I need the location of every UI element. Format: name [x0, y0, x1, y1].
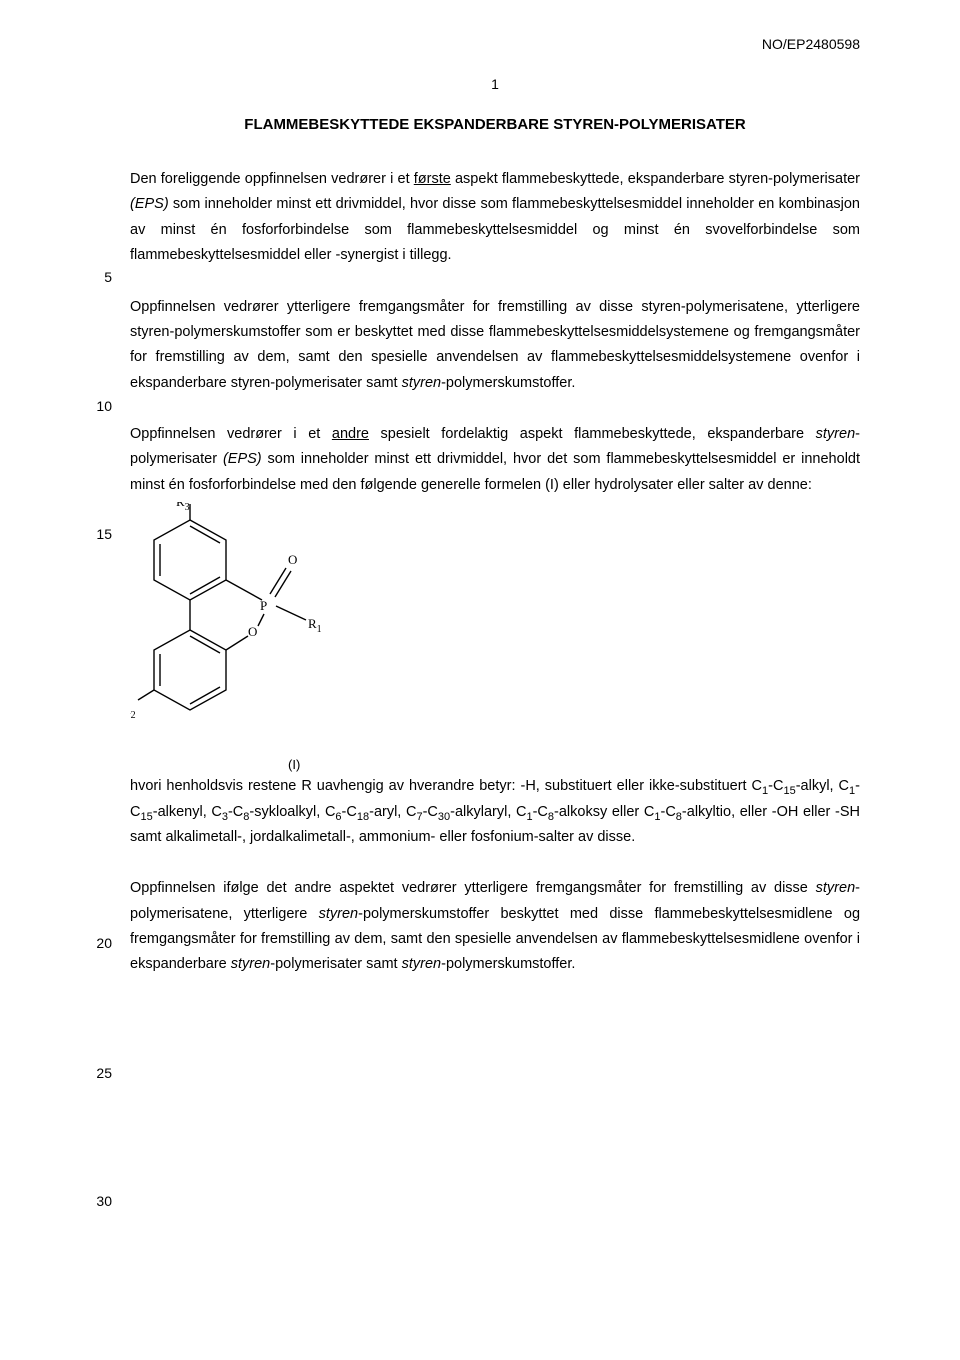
italic-text: (EPS): [223, 451, 262, 467]
underlined-text: andre: [332, 426, 369, 442]
line-number-15: 15: [96, 526, 112, 542]
underlined-text: første: [414, 171, 451, 187]
line-number-30: 30: [96, 1193, 112, 1209]
text-run: -alkyl, C: [796, 778, 849, 794]
formula-label-o-double: O: [288, 552, 297, 567]
text-run: -polymerisater samt: [270, 956, 401, 972]
page-number: 1: [130, 76, 860, 92]
text-run: -aryl, C: [369, 804, 416, 820]
text-run: -sykloalkyl, C: [249, 804, 335, 820]
italic-text: styren: [319, 906, 359, 922]
italic-text: styren: [816, 426, 856, 442]
paragraph-3: Oppfinnelsen vedrører i et andre spesiel…: [130, 422, 860, 498]
paragraph-2: Oppfinnelsen vedrører ytterligere fremga…: [130, 295, 860, 397]
text-run: -alkylaryl, C: [450, 804, 526, 820]
text-run: Oppfinnelsen ifølge det andre aspektet v…: [130, 880, 816, 896]
text-run: -C: [660, 804, 675, 820]
text-run: -alkenyl, C: [153, 804, 222, 820]
document-title: FLAMMEBESKYTTEDE EKSPANDERBARE STYREN-PO…: [130, 116, 860, 133]
text-run: Den foreliggende oppfinnelsen vedrører i…: [130, 171, 414, 187]
formula-label-o-ring: O: [248, 624, 257, 639]
italic-text: styren: [816, 880, 856, 896]
formula-label-r2: R2: [130, 702, 136, 721]
text-run: -polymerskumstoffer.: [441, 375, 575, 391]
subscript: 30: [438, 810, 450, 822]
paragraph-4: hvori henholdsvis restene R uavhengig av…: [130, 774, 860, 850]
text-run: -alkoksy eller C: [554, 804, 654, 820]
paragraph-5: Oppfinnelsen ifølge det andre aspektet v…: [130, 876, 860, 978]
text-run: -C: [768, 778, 783, 794]
line-number-25: 25: [96, 1065, 112, 1081]
text-run: som inneholder minst ett drivmiddel, hvo…: [130, 196, 860, 263]
text-run: -C: [228, 804, 243, 820]
italic-text: (EPS): [130, 196, 169, 212]
paragraph-1: Den foreliggende oppfinnelsen vedrører i…: [130, 167, 860, 269]
italic-text: styren: [402, 956, 442, 972]
body-text-area: 5 10 15 20 25 30 Den foreliggende oppfin…: [130, 167, 860, 978]
formula-svg: R3 O P R1 O R2: [130, 502, 350, 752]
text-run: -C: [342, 804, 357, 820]
chemical-formula: R3 O P R1 O R2: [130, 502, 860, 752]
italic-text: styren: [231, 956, 271, 972]
text-run: -C: [423, 804, 438, 820]
formula-label-r1: R1: [308, 616, 322, 635]
text-run: -polymerskumstoffer.: [441, 956, 575, 972]
formula-caption-row: (I): [130, 756, 860, 774]
document-page: NO/EP2480598 1 FLAMMEBESKYTTEDE EKSPANDE…: [0, 0, 960, 1038]
italic-text: styren: [402, 375, 442, 391]
subscript: 18: [357, 810, 369, 822]
formula-label-i: (I): [288, 757, 300, 772]
text-run: spesielt fordelaktig aspekt flammebeskyt…: [369, 426, 816, 442]
formula-label-r3: R3: [176, 502, 190, 513]
text-run: aspekt flammebeskyttede, ekspanderbare s…: [451, 171, 860, 187]
line-number-10: 10: [96, 398, 112, 414]
line-number-20: 20: [96, 935, 112, 951]
formula-label-p: P: [260, 598, 267, 613]
subscript: 15: [140, 810, 152, 822]
subscript: 15: [783, 785, 795, 797]
document-id: NO/EP2480598: [762, 36, 860, 52]
text-run: Oppfinnelsen vedrører i et: [130, 426, 332, 442]
line-number-5: 5: [104, 269, 112, 285]
text-run: -C: [533, 804, 548, 820]
text-run: hvori henholdsvis restene R uavhengig av…: [130, 778, 762, 794]
